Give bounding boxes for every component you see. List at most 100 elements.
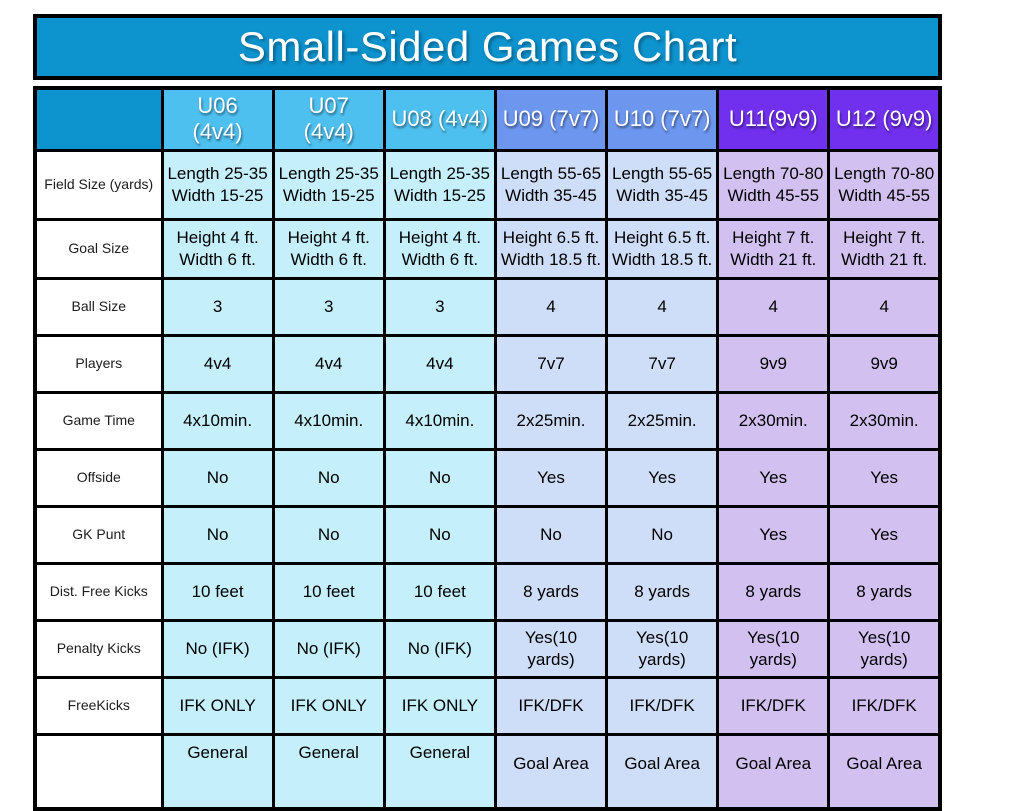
cell: 8 yards [716, 561, 831, 622]
cell: General [382, 732, 497, 811]
cell: IFK/DFK [827, 675, 942, 736]
cell: General [160, 732, 275, 811]
cell: Length 70-80 Width 45-55 [716, 148, 831, 221]
cell: 4v4 [160, 333, 275, 394]
cell: No (IFK) [160, 618, 275, 679]
cell: 4v4 [382, 333, 497, 394]
table-row-field-size: Field Size (yards) Length 25-35 Width 15… [33, 148, 942, 221]
cell: 4v4 [271, 333, 386, 394]
row-label: GK Punt [33, 504, 164, 565]
cell: Height 4 ft. Width 6 ft. [160, 217, 275, 280]
table-row-ball-size: Ball Size 3 3 3 4 4 4 4 [33, 276, 942, 337]
cell: 4x10min. [271, 390, 386, 451]
row-label: Penalty Kicks [33, 618, 164, 679]
cell: 10 feet [160, 561, 275, 622]
row-label: Offside [33, 447, 164, 508]
cell: No [160, 447, 275, 508]
cell: No (IFK) [271, 618, 386, 679]
cell: 4x10min. [382, 390, 497, 451]
cell: IFK/DFK [493, 675, 609, 736]
table-row-gk-punt: GK Punt No No No No No Yes Yes [33, 504, 942, 565]
cell: Yes [827, 504, 942, 565]
cell: 4 [716, 276, 831, 337]
header-row: U06 (4v4) U07 (4v4) U08 (4v4) U09 (7v7) … [33, 86, 942, 152]
cell: Yes [493, 447, 609, 508]
column-header-u09: U09 (7v7) [493, 86, 609, 152]
title-bar: Small-Sided Games Chart [33, 14, 942, 80]
cell: Yes(10 yards) [827, 618, 942, 679]
cell: Yes(10 yards) [493, 618, 609, 679]
row-label: Field Size (yards) [33, 148, 164, 221]
table-row-goal-size: Goal Size Height 4 ft. Width 6 ft. Heigh… [33, 217, 942, 280]
cell: 8 yards [827, 561, 942, 622]
cell: Yes [716, 504, 831, 565]
column-header-u10: U10 (7v7) [605, 86, 720, 152]
cell: Goal Area [827, 732, 942, 811]
column-header-u06: U06 (4v4) [160, 86, 275, 152]
cell: 7v7 [605, 333, 720, 394]
cell: Goal Area [605, 732, 720, 811]
column-header-u11: U11(9v9) [716, 86, 831, 152]
column-header-u08: U08 (4v4) [382, 86, 497, 152]
row-label: Ball Size [33, 276, 164, 337]
cell: Length 55-65 Width 35-45 [493, 148, 609, 221]
cell: Length 55-65 Width 35-45 [605, 148, 720, 221]
page-title: Small-Sided Games Chart [237, 23, 738, 70]
cell: No [271, 447, 386, 508]
cell: No [382, 447, 497, 508]
cell: Height 6.5 ft. Width 18.5 ft. [605, 217, 720, 280]
cell: No [160, 504, 275, 565]
cell: Yes [716, 447, 831, 508]
cell: 10 feet [382, 561, 497, 622]
table-row-game-time: Game Time 4x10min. 4x10min. 4x10min. 2x2… [33, 390, 942, 451]
cell: 3 [160, 276, 275, 337]
cell: 9v9 [827, 333, 942, 394]
cell: Yes [827, 447, 942, 508]
cell: No [271, 504, 386, 565]
table-row-freekicks: FreeKicks IFK ONLY IFK ONLY IFK ONLY IFK… [33, 675, 942, 736]
cell: Length 25-35 Width 15-25 [271, 148, 386, 221]
cell: Length 25-35 Width 15-25 [382, 148, 497, 221]
cell: Goal Area [493, 732, 609, 811]
column-header-u12: U12 (9v9) [827, 86, 942, 152]
cell: Goal Area [716, 732, 831, 811]
cell: No [493, 504, 609, 565]
cell: 4 [493, 276, 609, 337]
cell: 2x30min. [827, 390, 942, 451]
cell: 9v9 [716, 333, 831, 394]
cell: Height 4 ft. Width 6 ft. [271, 217, 386, 280]
table-row-dist-free-kicks: Dist. Free Kicks 10 feet 10 feet 10 feet… [33, 561, 942, 622]
cell: No [382, 504, 497, 565]
cell: 4 [605, 276, 720, 337]
cell: 8 yards [493, 561, 609, 622]
cell: No [605, 504, 720, 565]
cell: IFK ONLY [382, 675, 497, 736]
cell: General [271, 732, 386, 811]
cell: 10 feet [271, 561, 386, 622]
cell: IFK ONLY [271, 675, 386, 736]
cell: Length 70-80 Width 45-55 [827, 148, 942, 221]
cell: Yes(10 yards) [605, 618, 720, 679]
corner-cell [33, 86, 164, 152]
cell: 2x30min. [716, 390, 831, 451]
cell: 3 [271, 276, 386, 337]
row-label [33, 732, 164, 811]
cell: Yes(10 yards) [716, 618, 831, 679]
cell: Height 4 ft. Width 6 ft. [382, 217, 497, 280]
cell: Height 6.5 ft. Width 18.5 ft. [493, 217, 609, 280]
cell: 2x25min. [493, 390, 609, 451]
cell: No (IFK) [382, 618, 497, 679]
row-label: Game Time [33, 390, 164, 451]
column-header-u07: U07 (4v4) [271, 86, 386, 152]
cell: 8 yards [605, 561, 720, 622]
row-label: Players [33, 333, 164, 394]
table-row-offside: Offside No No No Yes Yes Yes Yes [33, 447, 942, 508]
cell: Height 7 ft. Width 21 ft. [716, 217, 831, 280]
cell: Yes [605, 447, 720, 508]
cell: 2x25min. [605, 390, 720, 451]
cell: IFK ONLY [160, 675, 275, 736]
cell: IFK/DFK [716, 675, 831, 736]
row-label: Goal Size [33, 217, 164, 280]
cell: IFK/DFK [605, 675, 720, 736]
table-row-penalty-kicks: Penalty Kicks No (IFK) No (IFK) No (IFK)… [33, 618, 942, 679]
